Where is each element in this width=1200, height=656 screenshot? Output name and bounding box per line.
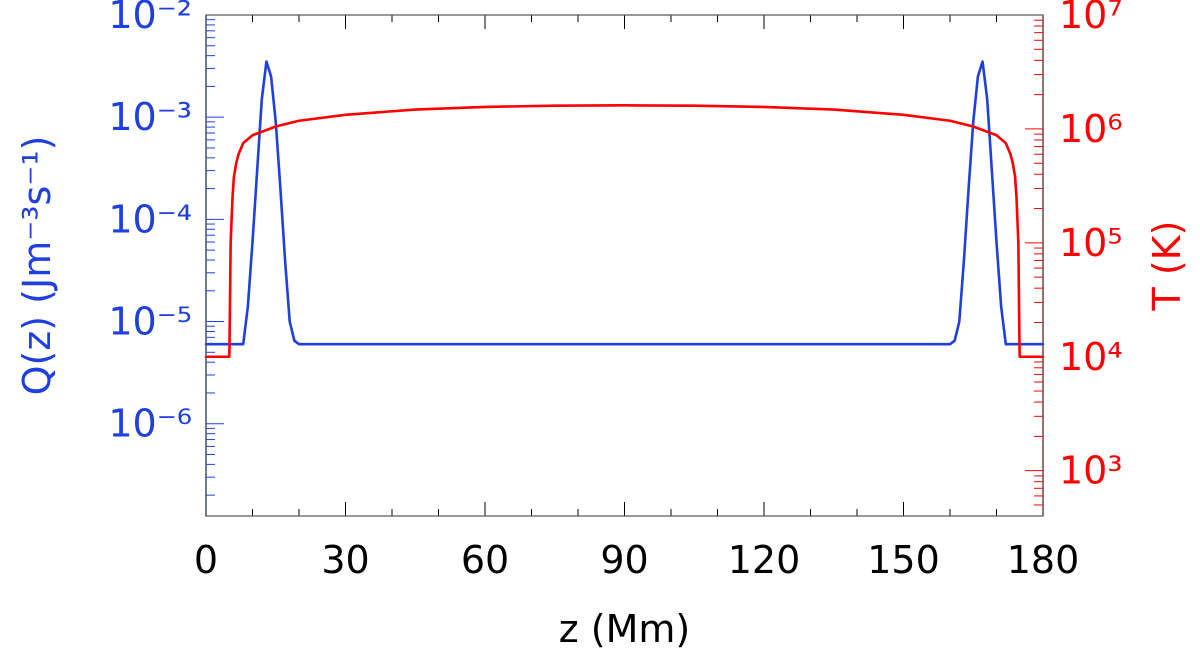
right-tick-label: 10⁷ (1059, 0, 1123, 37)
x-tick-label: 60 (461, 538, 509, 582)
right-tick-label: 10⁴ (1059, 335, 1123, 379)
left-tick-label: 10⁻⁴ (108, 197, 192, 241)
x-axis-label: z (Mm) (559, 607, 690, 651)
plot-frame (205, 14, 1044, 517)
x-tick-label: 90 (600, 538, 648, 582)
x-tick-label: 30 (321, 538, 369, 582)
x-tick-label: 120 (728, 538, 801, 582)
right-tick-label: 10³ (1059, 449, 1123, 493)
temperature-line (204, 104, 1045, 359)
right-tick-label: 10⁶ (1059, 107, 1123, 151)
x-tick-label: 180 (1007, 538, 1080, 582)
right-axis-label: T (K) (1145, 221, 1189, 312)
left-tick-label: 10⁻⁵ (108, 300, 192, 344)
left-tick-label: 10⁻³ (108, 95, 192, 139)
left-tick-label: 10⁻² (108, 0, 192, 37)
right-tick-label: 10⁵ (1059, 221, 1123, 265)
x-tick-label: 0 (194, 538, 218, 582)
left-axis-label: Q(z) (Jm⁻³s⁻¹) (15, 136, 59, 396)
left-tick-label: 10⁻⁶ (108, 402, 192, 446)
x-tick-label: 150 (867, 538, 940, 582)
heating-rate-line (204, 60, 1045, 346)
